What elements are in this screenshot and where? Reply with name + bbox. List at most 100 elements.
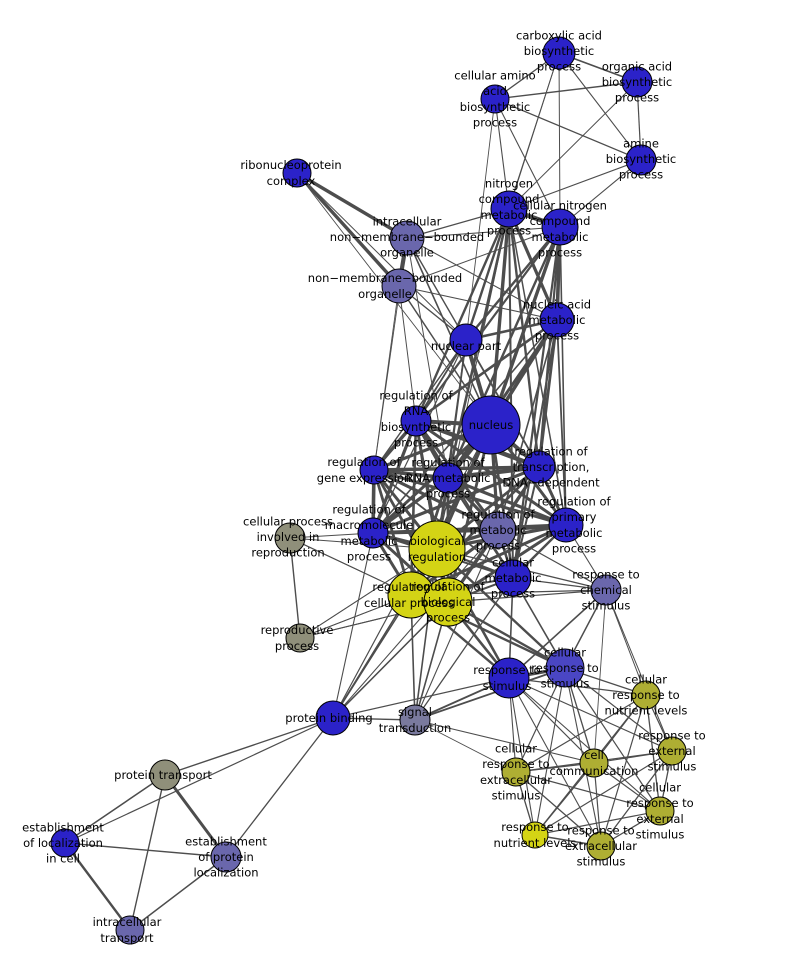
graph-node[interactable]	[461, 395, 521, 455]
graph-edge	[332, 532, 374, 719]
graph-node[interactable]	[645, 796, 675, 826]
graph-node[interactable]	[389, 220, 425, 256]
graph-node[interactable]	[359, 455, 389, 485]
graph-node[interactable]	[449, 323, 483, 357]
graph-node[interactable]	[488, 657, 530, 699]
graph-edge	[373, 285, 400, 471]
graph-edge	[372, 468, 568, 527]
graph-edge	[558, 52, 642, 161]
graph-edge	[534, 810, 661, 836]
graph-edge	[515, 771, 602, 847]
graph-edge	[64, 842, 227, 858]
labels-layer: carboxylic acid biosynthetic process organi…	[22, 28, 706, 944]
graph-edge	[508, 81, 638, 210]
graph-node[interactable]	[625, 144, 657, 176]
graph-node[interactable]	[539, 302, 575, 338]
graph-node[interactable]	[399, 704, 431, 736]
graph-node[interactable]	[541, 208, 579, 246]
graph-node[interactable]	[657, 736, 687, 766]
graph-node[interactable]	[357, 517, 389, 549]
graph-edge	[605, 589, 673, 752]
graph-node[interactable]	[621, 66, 653, 98]
graph-edge	[494, 98, 642, 161]
graph-edge	[558, 52, 561, 228]
graph-edge	[435, 547, 567, 670]
graph-node[interactable]	[50, 828, 80, 858]
graph-node[interactable]	[432, 462, 464, 494]
graph-node[interactable]	[480, 84, 510, 114]
graph-edge	[508, 677, 673, 752]
graph-node[interactable]	[542, 36, 576, 70]
graph-edge	[295, 171, 409, 240]
graph-node[interactable]	[522, 450, 556, 484]
graph-edge	[515, 771, 661, 812]
graph-edge	[406, 237, 467, 341]
graph-edge	[508, 208, 567, 526]
graph-edge	[414, 529, 499, 721]
graph-edge	[494, 98, 561, 228]
graph-node[interactable]	[381, 268, 417, 304]
graph-edge	[465, 98, 496, 341]
graph-edge	[446, 423, 493, 604]
graph-edge	[406, 237, 492, 426]
graph-node[interactable]	[282, 158, 312, 188]
graph-node[interactable]	[115, 915, 145, 945]
graph-edge	[225, 717, 334, 858]
graph-edge	[414, 667, 566, 721]
graph-node[interactable]	[285, 623, 315, 653]
graph-node[interactable]	[545, 648, 585, 688]
graph-edge	[497, 529, 607, 591]
graph-edge	[414, 225, 562, 423]
graph-edge	[464, 225, 562, 342]
graph-node[interactable]	[210, 841, 242, 873]
graph-edge	[511, 225, 562, 580]
graph-edge	[332, 677, 510, 719]
graph-node[interactable]	[548, 507, 584, 543]
graph-edge	[534, 750, 673, 836]
graph-edge	[398, 226, 561, 287]
graph-node[interactable]	[494, 559, 532, 597]
graph-edge	[164, 717, 334, 776]
graph-edge	[371, 465, 541, 535]
graph-edge	[515, 694, 647, 773]
graph-edge	[129, 774, 166, 931]
graph-edge	[508, 159, 642, 210]
graph-edge	[414, 207, 511, 423]
graph-node[interactable]	[479, 511, 517, 549]
graph-edge	[593, 589, 607, 764]
graph-node[interactable]	[590, 574, 622, 606]
graph-edge	[332, 424, 492, 719]
graph-edge	[398, 285, 417, 422]
graph-edge	[508, 589, 607, 679]
graph-edge	[414, 318, 559, 423]
graph-edge	[295, 171, 401, 288]
graph-node[interactable]	[631, 680, 661, 710]
graph-edge	[64, 774, 166, 844]
graph-node[interactable]	[579, 748, 609, 778]
graph-edge	[508, 677, 661, 812]
graph-node[interactable]	[408, 520, 466, 578]
graph-edge	[534, 762, 595, 836]
graph-edge	[409, 419, 418, 597]
graph-edge	[559, 226, 567, 526]
graph-node[interactable]	[501, 757, 531, 787]
graph-node[interactable]	[521, 821, 549, 849]
graph-node[interactable]	[274, 522, 306, 554]
graph-edge	[332, 601, 449, 719]
graph-edge	[163, 773, 228, 859]
graph-node[interactable]	[315, 700, 351, 736]
graph-edge	[64, 717, 334, 844]
graph-edge	[332, 529, 499, 719]
graph-node[interactable]	[490, 190, 528, 228]
graph-edge	[63, 841, 132, 932]
graph-node[interactable]	[423, 577, 473, 627]
graph-node[interactable]	[400, 405, 432, 437]
nodes-layer[interactable]	[50, 36, 687, 945]
graph-node[interactable]	[149, 759, 181, 791]
graph-node[interactable]	[586, 831, 616, 861]
graph-edge	[494, 81, 638, 100]
graph-edge	[537, 318, 559, 469]
graph-edge	[296, 172, 467, 341]
